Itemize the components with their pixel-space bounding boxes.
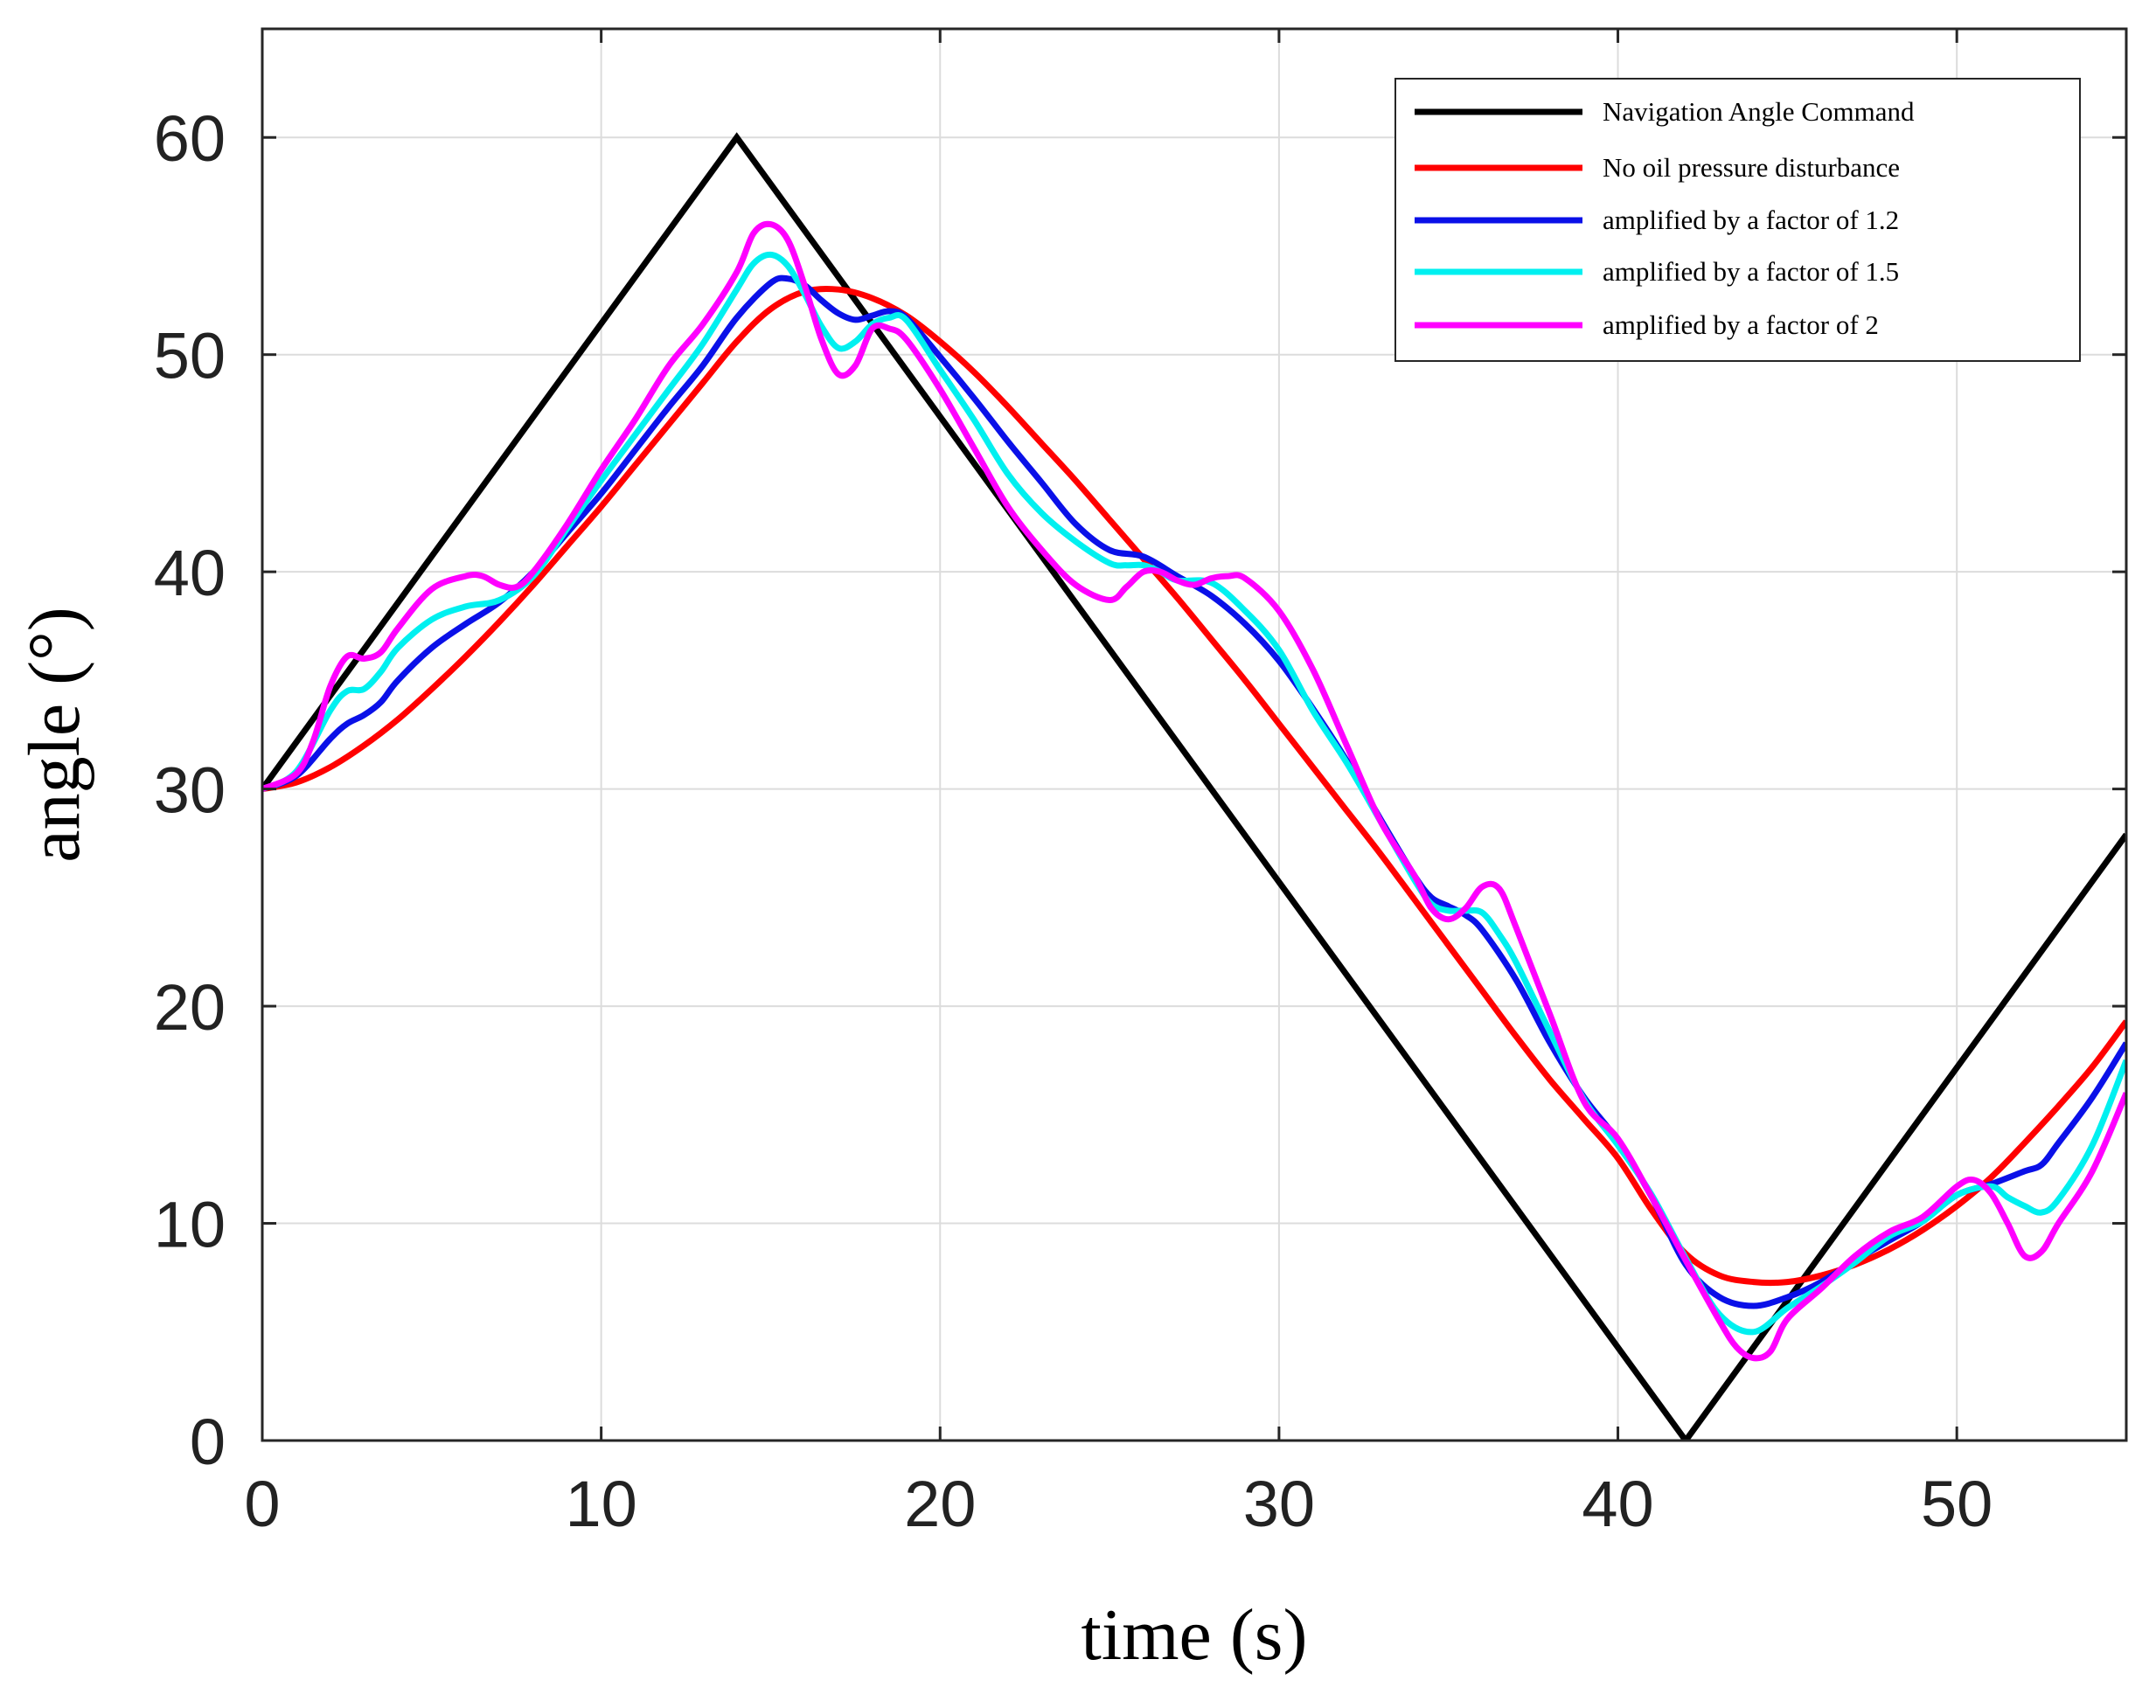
plot-frame xyxy=(261,27,2128,1442)
y-axis-title: angle (°) xyxy=(14,607,95,862)
legend: Navigation Angle Command No oil pressure … xyxy=(1394,78,2081,362)
x-tick-label: 30 xyxy=(1243,1468,1315,1540)
series-line-navigation-angle-command xyxy=(262,132,2126,1441)
y-tick-label: 50 xyxy=(154,320,226,392)
y-tick-label: 0 xyxy=(190,1406,226,1478)
x-tick-label: 0 xyxy=(244,1468,280,1540)
legend-label: Navigation Angle Command xyxy=(1603,96,1915,127)
legend-label: amplified by a factor of 2 xyxy=(1603,309,1879,340)
series-group xyxy=(262,132,2126,1441)
series-line-no-oil-pressure-disturbance xyxy=(262,285,2126,1287)
x-tick-label: 20 xyxy=(904,1468,976,1540)
x-axis-title: time (s) xyxy=(1081,1594,1308,1676)
axis-ticks: 0 10 20 30 40 50 0 10 20 30 40 50 60 xyxy=(154,29,2126,1540)
x-tick-label: 50 xyxy=(1921,1468,1993,1540)
x-tick-label: 40 xyxy=(1582,1468,1653,1540)
y-tick-label: 40 xyxy=(154,537,226,609)
series-layer xyxy=(262,132,2126,1441)
y-tick-label: 60 xyxy=(154,102,226,175)
y-tick-label: 30 xyxy=(154,754,226,827)
legend-label: amplified by a factor of 1.2 xyxy=(1603,205,1899,235)
series-line-amplified-by-a-factor-of-2 xyxy=(262,220,2126,1362)
legend-label: amplified by a factor of 1.5 xyxy=(1603,256,1899,287)
x-tick-label: 10 xyxy=(565,1468,636,1540)
y-tick-label: 20 xyxy=(154,971,226,1044)
y-tick-label: 10 xyxy=(154,1189,226,1261)
legend-label: No oil pressure disturbance xyxy=(1603,152,1900,183)
